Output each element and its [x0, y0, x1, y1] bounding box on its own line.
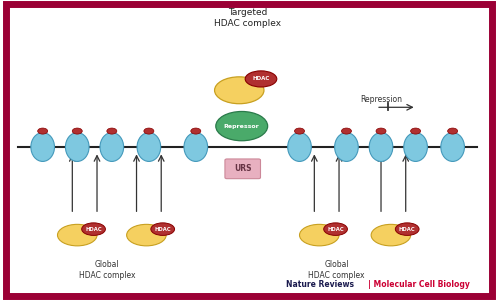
- Ellipse shape: [65, 133, 89, 161]
- Ellipse shape: [342, 128, 352, 134]
- Ellipse shape: [31, 133, 54, 161]
- Ellipse shape: [126, 224, 166, 246]
- Ellipse shape: [72, 128, 82, 134]
- Ellipse shape: [441, 133, 465, 161]
- Text: Global
HDAC complex: Global HDAC complex: [79, 260, 135, 280]
- Ellipse shape: [191, 128, 201, 134]
- Text: Nature Reviews: Nature Reviews: [286, 280, 354, 289]
- Ellipse shape: [324, 223, 348, 236]
- Text: HDAC: HDAC: [327, 226, 344, 232]
- Text: HDAC: HDAC: [85, 226, 102, 232]
- Ellipse shape: [137, 133, 161, 161]
- Ellipse shape: [410, 128, 421, 134]
- Text: URS: URS: [234, 164, 251, 173]
- Ellipse shape: [369, 133, 393, 161]
- Text: Targeted
HDAC complex: Targeted HDAC complex: [214, 8, 281, 28]
- Ellipse shape: [376, 128, 386, 134]
- Text: Repression: Repression: [360, 95, 402, 104]
- Ellipse shape: [38, 128, 48, 134]
- Ellipse shape: [245, 71, 277, 87]
- Ellipse shape: [395, 223, 419, 236]
- Ellipse shape: [335, 133, 358, 161]
- Ellipse shape: [299, 224, 339, 246]
- Text: Repressor: Repressor: [224, 124, 259, 129]
- Text: Global
HDAC complex: Global HDAC complex: [308, 260, 365, 280]
- Ellipse shape: [448, 128, 458, 134]
- Ellipse shape: [82, 223, 106, 236]
- Text: | Molecular Cell Biology: | Molecular Cell Biology: [368, 280, 470, 289]
- Ellipse shape: [404, 133, 427, 161]
- Text: HDAC: HDAC: [399, 226, 415, 232]
- Ellipse shape: [294, 128, 304, 134]
- Ellipse shape: [100, 133, 124, 161]
- Ellipse shape: [216, 112, 267, 141]
- Ellipse shape: [57, 224, 97, 246]
- Text: HDAC: HDAC: [252, 76, 270, 81]
- Ellipse shape: [288, 133, 311, 161]
- Ellipse shape: [144, 128, 154, 134]
- Ellipse shape: [371, 224, 411, 246]
- FancyBboxPatch shape: [225, 159, 260, 179]
- Ellipse shape: [215, 77, 264, 104]
- Ellipse shape: [107, 128, 117, 134]
- Text: HDAC: HDAC: [154, 226, 171, 232]
- Ellipse shape: [184, 133, 208, 161]
- Ellipse shape: [151, 223, 175, 236]
